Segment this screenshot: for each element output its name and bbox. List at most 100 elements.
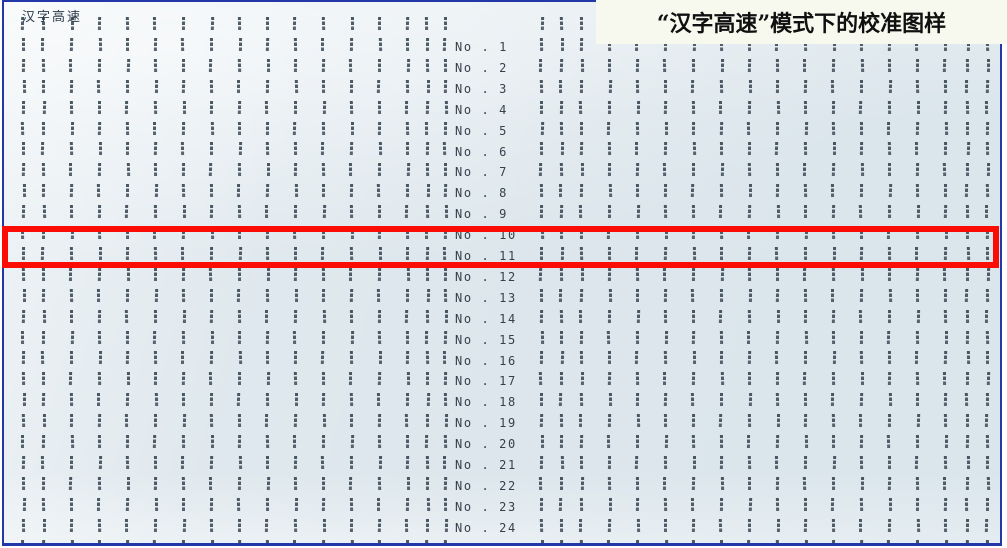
tick-mark bbox=[915, 455, 919, 469]
tick-mark bbox=[887, 435, 891, 448]
tick-mark bbox=[443, 142, 447, 156]
tick-mark bbox=[22, 455, 26, 469]
tick-mark bbox=[444, 58, 448, 72]
tick-mark bbox=[965, 58, 970, 72]
tick-mark bbox=[377, 184, 381, 198]
tick-mark bbox=[41, 142, 45, 156]
tick-mark bbox=[265, 79, 270, 93]
tick-mark bbox=[719, 518, 723, 532]
tick-mark bbox=[126, 435, 130, 448]
tick-mark bbox=[915, 435, 920, 448]
tick-mark bbox=[378, 142, 382, 156]
tick-mark bbox=[691, 58, 696, 72]
tick-mark bbox=[663, 351, 668, 365]
tick-mark bbox=[944, 184, 948, 198]
tick-mark bbox=[405, 100, 409, 114]
tick-mark bbox=[747, 518, 752, 532]
tick-mark bbox=[444, 17, 447, 30]
tick-mark bbox=[444, 309, 448, 323]
tick-mark bbox=[539, 37, 544, 51]
tick-mark bbox=[293, 414, 298, 428]
tick-mark bbox=[691, 330, 695, 344]
tick-mark bbox=[350, 288, 354, 302]
tick-mark bbox=[321, 17, 326, 30]
tick-mark bbox=[859, 393, 864, 407]
tick-mark bbox=[406, 372, 410, 386]
tick-mark bbox=[69, 58, 73, 72]
tick-mark bbox=[540, 393, 544, 407]
tick-mark bbox=[803, 414, 807, 428]
tick-mark bbox=[125, 393, 130, 407]
tick-mark bbox=[887, 205, 892, 219]
tick-mark bbox=[405, 205, 409, 219]
tick-mark bbox=[986, 58, 990, 72]
tick-mark bbox=[719, 184, 724, 198]
tick-mark bbox=[153, 267, 157, 281]
page-margin-bottom bbox=[0, 546, 1007, 548]
tick-mark bbox=[775, 455, 779, 469]
tick-mark bbox=[560, 37, 564, 51]
tick-mark bbox=[887, 518, 892, 532]
tick-mark bbox=[860, 372, 864, 386]
tick-mark bbox=[425, 476, 429, 490]
tick-mark bbox=[237, 476, 242, 490]
tick-mark bbox=[350, 184, 354, 198]
tick-mark bbox=[238, 309, 242, 323]
tick-mark bbox=[720, 372, 724, 386]
tick-mark bbox=[580, 121, 584, 135]
tick-mark bbox=[97, 58, 102, 72]
tick-mark bbox=[560, 518, 564, 532]
tick-mark bbox=[237, 435, 241, 448]
tick-mark bbox=[803, 142, 808, 156]
tick-mark bbox=[209, 372, 213, 386]
tick-mark bbox=[209, 414, 213, 428]
tick-mark bbox=[831, 476, 836, 490]
tick-mark bbox=[985, 309, 989, 323]
no-label: No . 23 bbox=[455, 499, 517, 514]
tick-mark bbox=[443, 37, 447, 51]
tick-mark bbox=[831, 497, 835, 511]
tick-mark bbox=[859, 497, 864, 511]
tick-mark bbox=[322, 100, 326, 114]
tick-mark bbox=[181, 393, 185, 407]
tick-mark bbox=[294, 142, 298, 156]
tick-mark bbox=[831, 330, 835, 344]
tick-mark bbox=[915, 497, 919, 511]
tick-mark bbox=[125, 100, 129, 114]
tick-mark bbox=[266, 163, 270, 177]
tick-mark bbox=[747, 267, 751, 281]
tick-mark bbox=[966, 100, 970, 114]
tick-mark bbox=[775, 497, 779, 511]
tick-mark bbox=[98, 351, 102, 365]
tick-mark bbox=[69, 476, 73, 490]
tick-mark bbox=[965, 330, 969, 344]
tick-mark bbox=[126, 163, 130, 177]
tick-mark bbox=[860, 58, 864, 72]
tick-mark bbox=[579, 518, 583, 532]
tick-mark bbox=[181, 37, 185, 51]
no-label: No . 12 bbox=[455, 269, 517, 284]
tick-mark bbox=[22, 288, 26, 302]
tick-mark bbox=[916, 518, 920, 532]
tick-mark bbox=[580, 163, 584, 177]
tick-mark bbox=[635, 351, 639, 365]
tick-mark bbox=[293, 121, 297, 135]
tick-mark bbox=[405, 518, 409, 532]
tick-mark bbox=[915, 393, 919, 407]
tick-mark bbox=[237, 58, 242, 72]
tick-mark bbox=[350, 79, 354, 93]
tick-mark bbox=[181, 455, 185, 469]
tick-mark bbox=[692, 518, 696, 532]
tick-mark bbox=[916, 58, 920, 72]
tick-mark bbox=[966, 455, 970, 469]
tick-mark bbox=[664, 497, 668, 511]
tick-mark bbox=[803, 476, 807, 490]
tick-mark bbox=[559, 79, 563, 93]
tick-mark bbox=[663, 455, 668, 469]
tick-mark bbox=[664, 288, 668, 302]
tick-mark bbox=[153, 58, 157, 72]
tick-mark bbox=[443, 79, 447, 93]
tick-mark bbox=[579, 455, 583, 469]
tick-mark bbox=[378, 309, 382, 323]
tick-mark bbox=[986, 435, 990, 448]
